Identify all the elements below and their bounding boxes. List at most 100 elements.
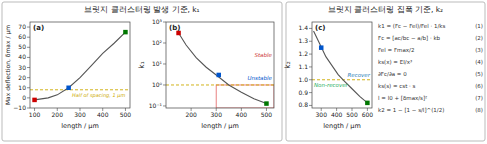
y-tick [163, 22, 166, 23]
y-tick [27, 77, 30, 78]
x-tick-label: 400 [331, 111, 343, 118]
x-tick-label: 300 [211, 111, 223, 118]
y-axis-label: k₁ [137, 61, 146, 68]
group-title: 브릿지 클러스터링 집폭 기준, k₂ [328, 5, 443, 14]
curve [314, 31, 368, 103]
y-tick [27, 47, 30, 48]
y-tick [27, 27, 30, 28]
reference-line [166, 84, 274, 85]
y-tick [27, 37, 30, 38]
y-tick [309, 92, 312, 93]
x-tick-label: 200 [52, 111, 64, 118]
annotation: Stable [254, 52, 272, 58]
x-axis-label: length / μm [323, 122, 361, 130]
point [319, 45, 324, 50]
y-axis-label: k₂ [283, 61, 292, 68]
region-box [216, 85, 274, 108]
plot-background [312, 22, 372, 108]
reference-label: Half of spacing, 1 μm [72, 92, 125, 99]
y-tick-label: 1.4 [298, 24, 308, 31]
x-axis-label: length / μm [61, 122, 99, 130]
equation-number: (3) [475, 47, 483, 53]
annotation: Recover [348, 72, 371, 78]
y-tick-label: 10⁻¹ [149, 102, 163, 109]
y-tick-label: 1.0 [298, 76, 308, 83]
group-box [286, 2, 485, 141]
y-tick-label: 1.1 [298, 63, 308, 70]
plot-area [312, 31, 372, 105]
y-tick [163, 105, 166, 106]
y-tick-label: 10³ [152, 18, 163, 25]
equation-number: (6) [475, 83, 483, 89]
plot-frame [30, 22, 130, 108]
x-tick-label: 300 [316, 111, 328, 118]
equation: k1 = (Fc − Fel)/Fel · 1/ks [378, 23, 446, 29]
equation-number: (1) [475, 23, 483, 29]
y-tick [27, 87, 30, 88]
x-tick-label: 100 [29, 111, 41, 118]
y-tick-label: 40 [18, 53, 26, 60]
y-tick-label: 0.9 [298, 89, 308, 96]
plot-area [166, 31, 274, 108]
point [365, 101, 370, 106]
y-tick [27, 57, 30, 58]
plot-frame [166, 22, 274, 108]
panel-label: (a) [33, 24, 44, 32]
equation-number: (8) [475, 107, 483, 113]
point [66, 86, 71, 91]
x-tick-label: 500 [261, 111, 273, 118]
curve [179, 33, 267, 104]
y-tick-label: 0 [22, 94, 26, 101]
equation: k2 = 1 − [1 − s/l]^(1/2) [378, 107, 444, 113]
y-tick [309, 41, 312, 42]
x-tick-label: 300 [74, 111, 86, 118]
equation: ks(x) = EI/x³ [378, 59, 412, 65]
equation-number: (2) [475, 35, 483, 41]
y-tick [309, 54, 312, 55]
y-tick-label: 1.3 [298, 37, 308, 44]
y-tick-label: 50 [18, 43, 26, 50]
group-box [2, 2, 282, 141]
panel: 10⁻¹10⁰10¹10²10³200300400500length / μmk… [137, 18, 274, 130]
y-tick [27, 108, 30, 109]
x-tick-label: 500 [120, 111, 132, 118]
y-axis-label: Max deflection, δmax / μm [4, 25, 12, 105]
y-tick-label: 10 [18, 84, 26, 91]
x-tick-label: 400 [236, 111, 248, 118]
y-tick [163, 42, 166, 43]
panel: −10010203040506070100200300400500length … [4, 22, 131, 130]
y-tick [309, 66, 312, 67]
panel-label: (b) [169, 24, 180, 32]
point [264, 101, 269, 106]
y-tick-label: 1.2 [298, 50, 308, 57]
equation: Fel = Fmax/2 [378, 47, 414, 53]
equation-number: (7) [475, 95, 483, 101]
equation-number: (5) [475, 71, 483, 77]
y-tick [309, 79, 312, 80]
panel: 0.8 0.9 1.0 1.1 1.2 1.3 1.4 300400500 600length … [283, 22, 373, 130]
point [216, 73, 221, 78]
y-tick [163, 84, 166, 85]
annotation: Unstable [248, 75, 273, 81]
y-tick-label: 70 [18, 23, 26, 30]
y-tick-label: 60 [18, 33, 26, 40]
figure: 브릿지 클러스터링 발생 기준, k₁브릿지 클러스터링 집폭 기준, k₂−1… [0, 0, 487, 144]
point [123, 30, 128, 34]
curve [35, 32, 126, 100]
y-tick-label: 30 [18, 64, 26, 71]
equation: ∂Fc/∂a = 0 [378, 71, 407, 77]
equation: ks(s) = cst · s [378, 83, 416, 89]
x-tick-label: 600 [362, 111, 374, 118]
equation: Fc = [ac/bc − a/b] · kb [378, 35, 441, 41]
y-tick [27, 67, 30, 68]
plot-background [166, 22, 274, 108]
y-tick-label: 10⁰ [152, 81, 163, 88]
y-tick-label: 0.8 [298, 101, 308, 108]
plot-frame [312, 22, 372, 108]
x-tick-label: 200 [185, 111, 197, 118]
annotation: Non-recover [314, 82, 349, 88]
y-tick-label: 10² [152, 39, 163, 46]
x-tick-label: 500 [346, 111, 358, 118]
equation: l = l0 + [δmax/s]² [378, 95, 427, 101]
y-tick [309, 105, 312, 106]
